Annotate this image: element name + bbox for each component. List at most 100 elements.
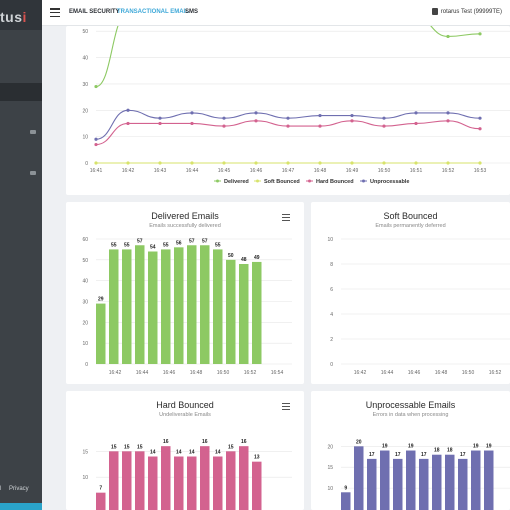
legend-marker <box>256 179 259 183</box>
data-point <box>126 161 130 165</box>
tab-transactional-email[interactable]: TRANSACTIONAL EMAIL <box>117 9 189 15</box>
y-tick-label: 30 <box>82 300 88 306</box>
brand-logo[interactable]: tusi <box>0 0 42 30</box>
delivered-chart-card: Delivered Emails Emails successfully del… <box>66 202 304 384</box>
data-label: 14 <box>215 450 221 456</box>
data-point <box>94 84 98 89</box>
data-point <box>254 119 258 123</box>
y-tick-label: 0 <box>85 161 88 167</box>
data-label: 16 <box>202 439 208 445</box>
bar <box>406 450 416 510</box>
tab-email-security[interactable]: EMAIL SECURITY <box>69 9 120 15</box>
data-point <box>254 161 258 165</box>
y-tick-label: 10 <box>327 486 333 492</box>
legend-marker <box>216 179 219 183</box>
logo-text: tus <box>0 9 23 25</box>
privacy-link[interactable]: Privacy <box>9 486 29 492</box>
top-bar: EMAIL SECURITY TRANSACTIONAL EMAIL SMS r… <box>42 0 510 26</box>
card-subtitle: Emails successfully delivered <box>149 223 221 229</box>
bar <box>174 456 184 510</box>
data-point <box>318 113 322 118</box>
x-tick-label: 16:51 <box>410 168 423 174</box>
data-label: 50 <box>228 253 234 259</box>
data-point <box>318 161 322 165</box>
x-tick-label: 16:54 <box>271 370 284 376</box>
data-point <box>94 137 98 141</box>
data-label: 48 <box>241 257 247 263</box>
legend-label: Delivered <box>224 179 249 185</box>
bar <box>96 492 106 510</box>
data-point <box>318 124 322 128</box>
bar <box>109 451 119 510</box>
x-tick-label: 16:50 <box>217 370 230 376</box>
card-title: Unprocessable Emails <box>365 400 456 410</box>
y-tick-label: 8 <box>330 262 333 268</box>
bar <box>213 249 223 364</box>
data-point <box>446 161 450 165</box>
delivered-bar-chart: 0 10 20 30 40 50 60 29 55 55 57 54 55 56 57 57 55 50 48 49 1… <box>82 237 292 376</box>
y-tick-label: 15 <box>327 465 333 471</box>
data-point <box>190 111 194 115</box>
data-point <box>158 116 162 120</box>
x-tick-label: 16:47 <box>282 168 295 174</box>
bar <box>122 451 132 510</box>
data-point <box>382 124 386 128</box>
data-label: 55 <box>163 242 169 248</box>
bar <box>471 450 481 510</box>
data-label: 57 <box>202 238 208 244</box>
data-point <box>350 161 354 165</box>
footer-link[interactable]: l <box>0 486 2 492</box>
data-point <box>158 121 162 126</box>
line-chart-card: 0 10 20 30 40 50 16:41 16:42 16:43 16:44 16:45 16:4… <box>66 0 510 195</box>
legend-marker <box>362 179 365 183</box>
data-label: 17 <box>421 452 427 458</box>
data-point <box>446 111 450 115</box>
data-point <box>222 116 226 120</box>
tab-sms[interactable]: SMS <box>185 9 199 15</box>
logo-accent: i <box>22 9 27 25</box>
sidebar-item-indicator[interactable] <box>30 130 36 134</box>
data-label: 7 <box>99 486 102 492</box>
bar <box>200 446 210 510</box>
y-tick-label: 60 <box>82 237 88 243</box>
x-tick-label: 16:48 <box>190 370 203 376</box>
data-label: 14 <box>176 450 182 456</box>
data-label: 57 <box>189 238 195 244</box>
sidebar-item-indicator[interactable] <box>30 171 36 175</box>
y-tick-label: 40 <box>82 56 88 62</box>
data-label: 18 <box>434 448 440 454</box>
x-tick-label: 16:42 <box>122 168 135 174</box>
hamburger-icon[interactable] <box>50 8 60 17</box>
data-label: 17 <box>395 452 401 458</box>
data-point <box>350 113 354 118</box>
data-point <box>222 124 226 128</box>
legend-label: Unprocessable <box>370 179 409 185</box>
card-subtitle: Errors in data when processing <box>372 412 449 418</box>
soft-bounced-bar-chart: 0 2 4 6 8 10 16:42 16:44 16:46 16:48 16:50 16:52 <box>327 237 510 376</box>
user-menu[interactable]: rotarus Test (99999TE) <box>431 8 502 15</box>
menu-icon[interactable] <box>282 214 290 221</box>
card-title: Delivered Emails <box>151 211 219 221</box>
bar <box>252 461 262 510</box>
card-title: Soft Bounced <box>383 211 438 221</box>
menu-icon[interactable] <box>282 403 290 410</box>
data-point <box>478 127 482 131</box>
unprocessable-bar-chart: 10 15 20 9 20 17 19 17 19 17 18 18 17 19 19 <box>327 439 510 510</box>
bar <box>135 451 145 510</box>
y-tick-label: 2 <box>330 337 333 343</box>
card-subtitle: Undeliverable Emails <box>159 412 211 418</box>
data-label: 17 <box>460 452 466 458</box>
bar <box>122 249 132 364</box>
bar <box>445 454 455 510</box>
sidebar-item-active[interactable] <box>0 83 42 101</box>
data-point <box>414 111 418 115</box>
data-label: 18 <box>447 448 453 454</box>
bar <box>252 261 262 364</box>
x-tick-label: 16:46 <box>163 370 176 376</box>
data-label: 20 <box>356 439 362 445</box>
data-label: 17 <box>369 452 375 458</box>
data-point <box>382 116 386 120</box>
bar <box>148 456 158 510</box>
legend-marker <box>308 179 311 183</box>
data-point <box>286 116 290 120</box>
